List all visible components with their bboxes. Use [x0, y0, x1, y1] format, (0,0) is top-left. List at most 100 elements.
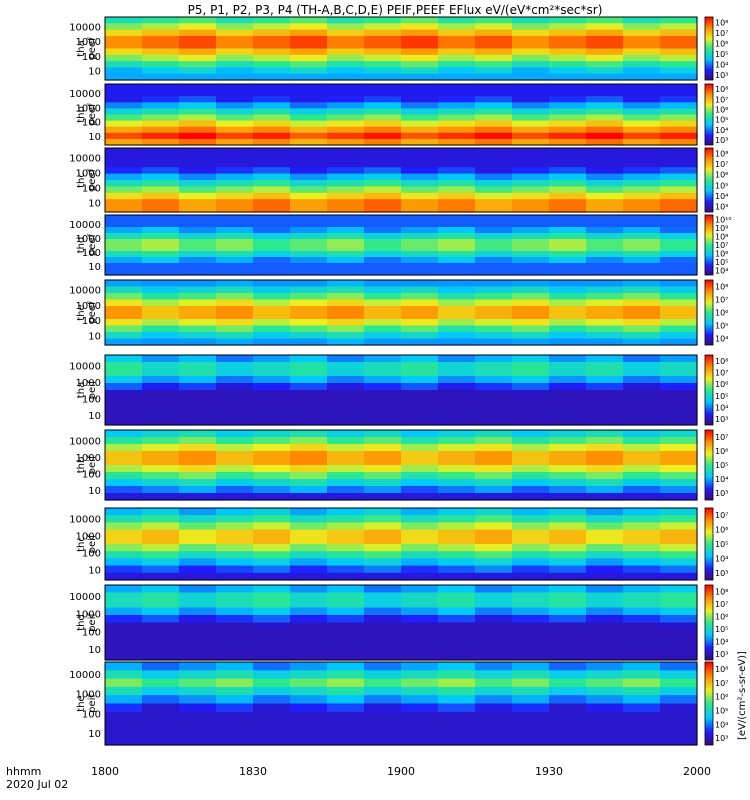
heatmap-cell	[401, 96, 439, 103]
heatmap-cell	[290, 299, 328, 307]
heatmap-cell	[660, 205, 698, 213]
colorbar-tick-label: 10⁶	[715, 309, 728, 318]
heatmap-cell	[660, 233, 698, 240]
heatmap-cell	[660, 711, 698, 721]
heatmap-cell	[364, 251, 402, 258]
heatmap-cell	[364, 73, 402, 81]
heatmap-cell	[401, 233, 439, 240]
heatmap-cell	[290, 376, 328, 384]
heatmap-cell	[438, 215, 476, 222]
heatmap-cell	[586, 319, 624, 327]
heatmap-cell	[475, 411, 513, 419]
heatmap-cell	[586, 96, 624, 103]
panel-product-label: peif	[87, 694, 98, 713]
heatmap-cell	[105, 645, 143, 654]
heatmap-cell	[142, 369, 180, 377]
heatmap-cell	[438, 325, 476, 333]
heatmap-cell	[327, 312, 365, 320]
heatmap-cell	[142, 430, 180, 438]
heatmap-cell	[216, 192, 254, 200]
heatmap-cell	[438, 558, 476, 567]
heatmap-cell	[549, 132, 587, 140]
heatmap-cell	[105, 332, 143, 340]
heatmap-cell	[290, 319, 328, 327]
heatmap-cell	[401, 306, 439, 314]
heatmap-cell	[401, 686, 439, 696]
heatmap-cell	[364, 437, 402, 445]
heatmap-cell	[364, 544, 402, 552]
heatmap-cell	[549, 536, 587, 545]
heatmap-cell	[401, 472, 439, 480]
heatmap-cell	[475, 670, 513, 680]
heatmap-cell	[364, 84, 402, 91]
heatmap-cell	[623, 572, 661, 581]
panel-product-label: peef	[87, 168, 98, 191]
heatmap-cell	[438, 23, 476, 31]
heatmap-cell	[438, 376, 476, 384]
heatmap-cell	[512, 192, 550, 200]
heatmap-cell	[475, 355, 513, 363]
heatmap-cell	[253, 48, 291, 56]
heatmap-cell	[586, 645, 624, 654]
heatmap-cell	[327, 61, 365, 68]
heatmap-cell	[253, 551, 291, 559]
y-tick-label: 10000	[69, 436, 101, 447]
heatmap-cell	[364, 444, 402, 452]
heatmap-cell	[179, 73, 217, 81]
heatmap-cell	[586, 186, 624, 194]
heatmap-cell	[105, 102, 143, 109]
heatmap-cell	[290, 126, 328, 134]
heatmap-cell	[623, 114, 661, 122]
heatmap-cell	[586, 286, 624, 294]
heatmap-cell	[105, 251, 143, 258]
heatmap-cell	[660, 472, 698, 480]
heatmap-cell	[660, 600, 698, 609]
heatmap-cell	[475, 585, 513, 594]
heatmap-cell	[549, 479, 587, 487]
heatmap-cell	[142, 565, 180, 574]
heatmap-cell	[216, 592, 254, 601]
heatmap-cell	[290, 199, 328, 207]
heatmap-cell	[216, 678, 254, 688]
heatmap-cell	[512, 84, 550, 91]
heatmap-cell	[179, 465, 217, 473]
heatmap-cell	[660, 585, 698, 594]
heatmap-cell	[105, 411, 143, 419]
x-tick-label: 1900	[387, 765, 415, 778]
heatmap-cell	[216, 173, 254, 181]
heatmap-cell	[105, 90, 143, 97]
colorbar-tick-label: 10⁵	[715, 625, 728, 634]
heatmap-cell	[623, 186, 661, 194]
heatmap-cell	[660, 592, 698, 601]
heatmap-cell	[475, 508, 513, 516]
heatmap-cell	[290, 17, 328, 24]
heatmap-cell	[364, 90, 402, 97]
heatmap-cell	[179, 299, 217, 307]
heatmap-cell	[549, 686, 587, 696]
heatmap-cell	[660, 437, 698, 445]
heatmap-cell	[179, 645, 217, 654]
heatmap-cell	[401, 332, 439, 340]
heatmap-cell	[179, 154, 217, 162]
heatmap-cell	[586, 404, 624, 412]
heatmap-cell	[253, 221, 291, 228]
y-tick-label: 1000	[76, 690, 101, 701]
heatmap-cell	[623, 465, 661, 473]
heatmap-cell	[660, 286, 698, 294]
heatmap-cell	[401, 615, 439, 624]
heatmap-cell	[586, 126, 624, 134]
heatmap-cell	[253, 167, 291, 175]
heatmap-cell	[105, 703, 143, 713]
heatmap-cell	[216, 362, 254, 370]
panel-probe-label: the	[76, 304, 87, 320]
colorbar-tick-label: 10⁶	[715, 380, 728, 389]
heatmap-cell	[401, 154, 439, 162]
heatmap-cell	[660, 637, 698, 646]
heatmap-cell	[142, 114, 180, 122]
heatmap-cell	[327, 728, 365, 738]
heatmap-cell	[179, 215, 217, 222]
heatmap-cell	[216, 600, 254, 609]
heatmap-cell	[438, 306, 476, 314]
